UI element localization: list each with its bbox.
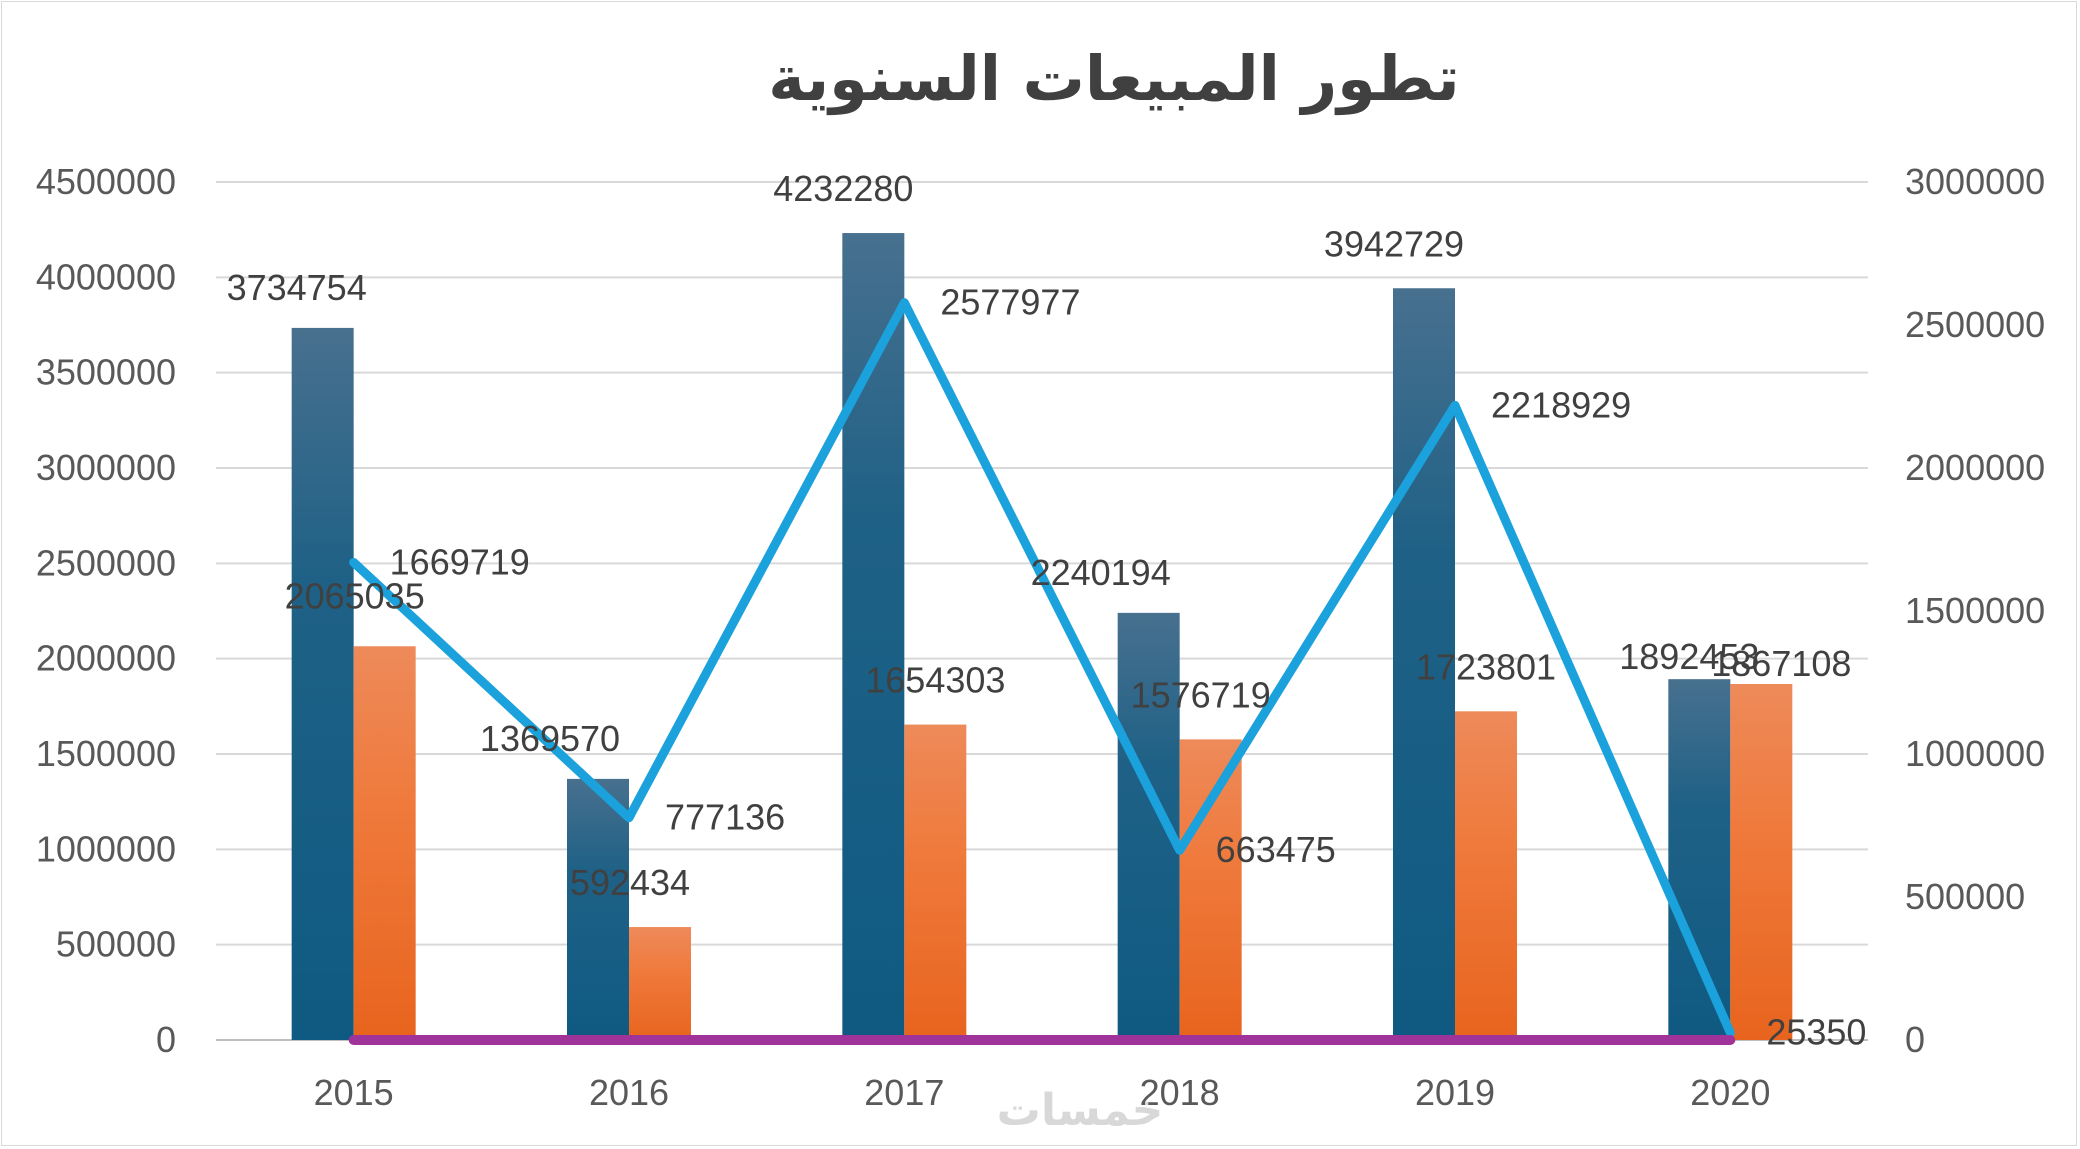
x-tick-label: 2016 [589, 1072, 669, 1113]
x-tick-label: 2018 [1140, 1072, 1220, 1113]
y-left-tick-label: 0 [156, 1019, 176, 1060]
y-left-tick-label: 2000000 [36, 638, 176, 679]
y-right-tick-label: 2500000 [1905, 304, 2045, 345]
y-right-tick-label: 1500000 [1905, 590, 2045, 631]
data-label-series2: 1723801 [1416, 646, 1556, 687]
data-label-series1: 3734754 [227, 267, 367, 308]
y-right-tick-label: 3000000 [1905, 161, 2045, 202]
x-tick-label: 2019 [1415, 1072, 1495, 1113]
data-label-series3: 1669719 [390, 541, 530, 582]
y-left-tick-label: 2500000 [36, 542, 176, 583]
bar-series1 [1668, 679, 1731, 1040]
chart-title: تطور المبيعات السنوية [768, 42, 1459, 115]
line-series [349, 298, 1735, 1038]
data-label-series3: 663475 [1216, 829, 1336, 870]
data-label-series1: 3942729 [1324, 223, 1464, 264]
y-left-tick-label: 3500000 [36, 352, 176, 393]
y-left-tick-label: 4500000 [36, 161, 176, 202]
y-right-tick-label: 2000000 [1905, 447, 2045, 488]
data-label-series1: 1369570 [480, 718, 620, 759]
data-label-series1: 1892453 [1619, 636, 1759, 677]
data-label-series2: 2065035 [285, 575, 425, 616]
y-left-tick-label: 3000000 [36, 447, 176, 488]
data-label-series2: 1576719 [1131, 674, 1271, 715]
data-label-series1: 2240194 [1031, 552, 1171, 593]
data-label-series3: 2577977 [940, 282, 1080, 323]
data-label-series3: 777136 [665, 797, 785, 838]
bar-series2 [904, 724, 967, 1040]
x-tick-label: 2020 [1690, 1072, 1770, 1113]
bar-series1 [291, 327, 354, 1041]
bar-series2 [353, 646, 416, 1040]
watermark-logo: خمسات [997, 1085, 1164, 1136]
bar-series1 [567, 778, 629, 1040]
y-left-tick-label: 500000 [56, 924, 176, 965]
data-label-series2: 592434 [570, 862, 690, 903]
data-label-series3: 2218929 [1491, 384, 1631, 425]
y-right-tick-label: 500000 [1905, 876, 2025, 917]
bar-series2 [1455, 711, 1517, 1040]
y-left-tick-label: 1500000 [36, 733, 176, 774]
y-left-tick-label: 4000000 [36, 256, 176, 297]
x-tick-label: 2017 [864, 1072, 944, 1113]
bar-series2 [1179, 739, 1242, 1040]
y-left-tick-label: 1000000 [36, 828, 176, 869]
data-label-series1: 4232280 [773, 168, 913, 209]
y-right-tick-label: 1000000 [1905, 733, 2045, 774]
data-label-series3: 25350 [1766, 1012, 1866, 1053]
bar-series2 [629, 927, 691, 1040]
y-right-tick-label: 0 [1905, 1019, 1925, 1060]
x-tick-label: 2015 [314, 1072, 394, 1113]
data-label-series2: 1867108 [1711, 643, 1851, 684]
bar-series2 [1730, 684, 1793, 1040]
data-label-series2: 1654303 [865, 660, 1005, 701]
